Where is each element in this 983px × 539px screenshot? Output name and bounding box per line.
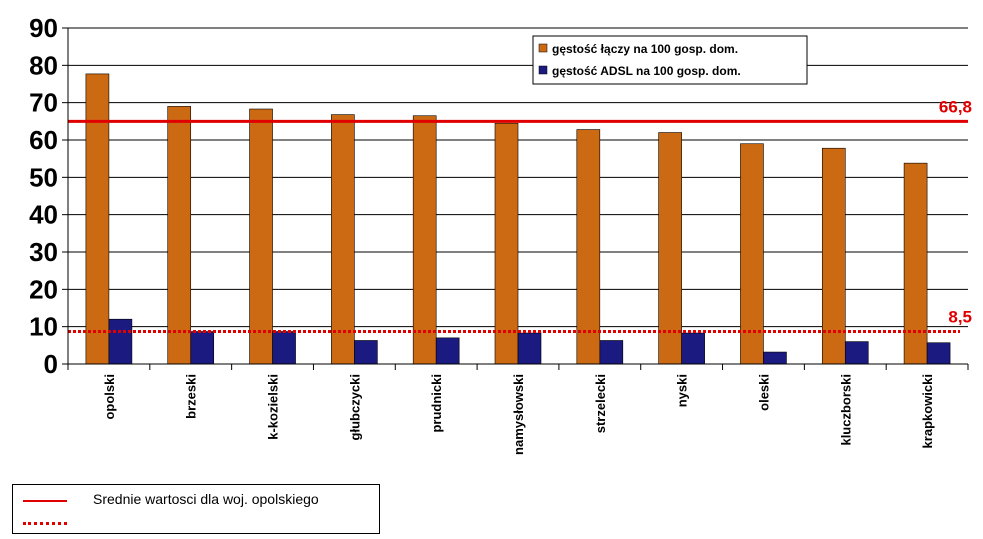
x-tick-label: k-kozielski xyxy=(266,374,281,440)
x-tick-label: brzeski xyxy=(184,374,199,419)
reference-line-label: 66,8 xyxy=(939,97,972,116)
bar-chart: 66,8 8,5 0 10 20 30 40 50 60 70 80 90 opolski brzes… xyxy=(29,13,972,455)
reference-legend-row: Srednie wartosci dla woj. opolskiego xyxy=(13,489,379,513)
reference-legend-row xyxy=(13,511,379,535)
x-tick-label: kluczborski xyxy=(838,374,853,446)
reference-line-label: 8,5 xyxy=(948,308,972,327)
bar xyxy=(494,122,519,365)
solid-line-swatch xyxy=(23,500,67,502)
x-tick-label: głubczycki xyxy=(347,374,362,440)
y-tick-labels: 0 10 20 30 40 50 60 70 80 90 xyxy=(29,13,58,379)
y-tick-label: 60 xyxy=(29,125,58,155)
x-tick-label: namysłowski xyxy=(511,374,526,455)
bar xyxy=(681,332,705,365)
legend-box xyxy=(532,35,808,85)
series-legend: gęstość łączy na 100 gosp. dom. gęstość A… xyxy=(532,35,808,85)
x-tick-label: oleski xyxy=(756,374,771,411)
y-tick-label: 40 xyxy=(29,200,58,230)
y-tick-label: 0 xyxy=(44,349,58,379)
bar xyxy=(354,340,378,365)
reference-legend-label: Srednie wartosci dla woj. opolskiego xyxy=(93,491,319,507)
bars xyxy=(85,73,951,365)
y-tick-label: 80 xyxy=(29,50,58,80)
y-tick-label: 70 xyxy=(29,88,58,118)
bar xyxy=(331,114,355,365)
x-tick-label: prudnicki xyxy=(429,374,444,433)
bar xyxy=(926,342,951,365)
legend-label: gęstość ADSL na 100 gosp. dom. xyxy=(552,64,741,78)
bar xyxy=(844,341,869,365)
bar xyxy=(108,318,133,365)
bar xyxy=(658,132,682,365)
bar xyxy=(167,106,192,365)
reference-lines: 66,8 8,5 xyxy=(68,97,972,334)
y-tick-label: 10 xyxy=(29,312,58,342)
bar xyxy=(249,108,273,365)
bar xyxy=(85,73,110,365)
x-tick-label: krapkowicki xyxy=(920,374,935,448)
dotted-line-swatch xyxy=(23,522,67,525)
x-tick-label: nyski xyxy=(675,374,690,407)
legend-swatch xyxy=(538,65,548,75)
x-tick-label: strzelecki xyxy=(593,374,608,433)
axes xyxy=(62,27,969,370)
bar xyxy=(517,332,542,365)
y-tick-label: 50 xyxy=(29,162,58,192)
bar xyxy=(763,351,787,365)
x-tick-label: opolski xyxy=(102,374,117,420)
reference-line-legend: Srednie wartosci dla woj. opolskiego xyxy=(12,484,380,534)
bar xyxy=(272,331,296,365)
y-tick-label: 90 xyxy=(29,13,58,43)
bar xyxy=(412,115,437,365)
legend-label: gęstość łączy na 100 gosp. dom. xyxy=(552,42,738,56)
y-tick-label: 30 xyxy=(29,237,58,267)
bar xyxy=(576,129,601,365)
bar xyxy=(435,337,460,365)
legend-swatch xyxy=(538,43,548,53)
bar xyxy=(190,331,215,365)
x-tick-labels: opolski brzeski k-kozielski głubczycki prudn… xyxy=(102,374,935,455)
y-tick-label: 20 xyxy=(29,274,58,304)
bar xyxy=(903,162,928,365)
bar xyxy=(599,340,624,365)
